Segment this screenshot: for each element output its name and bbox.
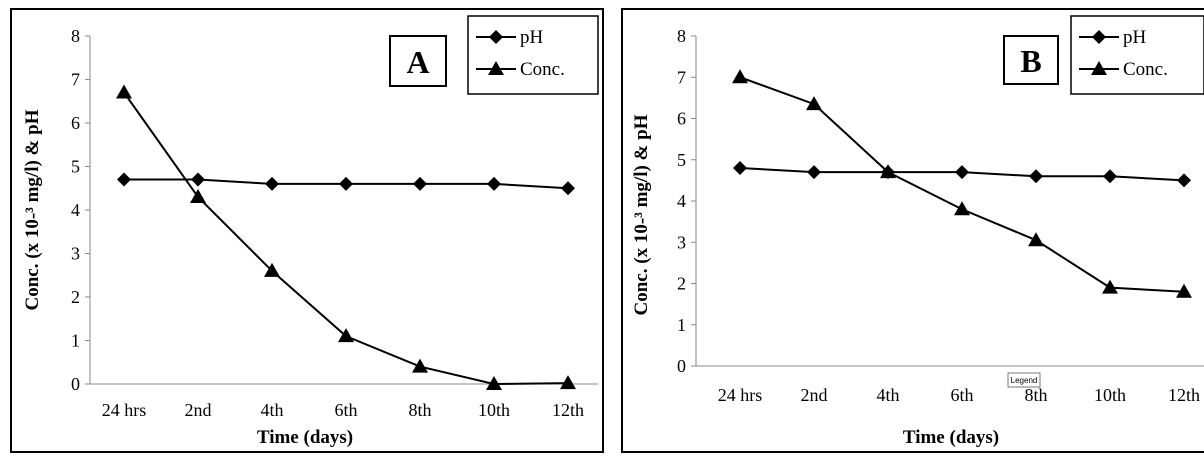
tooltip-box: [1007, 372, 1041, 388]
x-tick-label: 2nd: [185, 400, 212, 420]
data-point-conc: [412, 358, 428, 373]
legend-marker-triangle: [488, 61, 504, 75]
y-tick-label: 5: [677, 150, 686, 170]
x-tick-label: 10th: [478, 400, 510, 420]
y-tick-label: 8: [71, 26, 80, 46]
y-tick-label: 0: [677, 356, 686, 376]
x-tick-label: 12th: [1168, 385, 1200, 405]
data-point-ph: [117, 172, 131, 187]
chart-panel-a: 0 1 2 3 4 5 6 7 8 24 hrs 2nd 4th 6th 8th 10th 12th Time …: [10, 8, 604, 453]
legend-marker-diamond: [489, 30, 503, 44]
data-point-ph: [807, 165, 821, 180]
data-point-ph: [733, 161, 747, 175]
y-tick-label: 3: [71, 244, 80, 264]
chart-b-svg: 0 1 2 3 4 5 6 7 8 24 hrs 2nd 4th 6th 8th 10th 12th Time …: [631, 15, 1204, 448]
data-point-conc: [880, 164, 896, 179]
data-point-ph: [561, 181, 575, 196]
data-point-ph: [955, 165, 969, 180]
y-tick-label: 2: [677, 274, 686, 294]
data-point-ph: [413, 176, 427, 191]
y-tick-label: 6: [71, 113, 80, 133]
data-point-conc: [732, 69, 748, 84]
data-point-conc: [1028, 232, 1044, 247]
x-tick-label: 2nd: [801, 385, 828, 405]
legend-tooltip: Legend: [1007, 372, 1041, 388]
y-tick-label: 0: [71, 374, 80, 394]
data-point-conc: [1102, 279, 1118, 294]
legend-box: [1070, 15, 1204, 95]
y-tick-label: 6: [677, 109, 686, 129]
y-axis-label: Conc. (x 10-³ mg/l) & pH: [631, 114, 652, 315]
panel-letter-box: [1003, 35, 1059, 85]
x-axis-label: Time (days): [257, 427, 353, 448]
y-tick-label: 7: [71, 70, 80, 90]
x-tick-label: 4th: [260, 400, 283, 420]
data-point-conc: [338, 328, 354, 343]
panel-letter: B: [1020, 43, 1041, 79]
x-tick-label: 6th: [334, 400, 357, 420]
y-tick-label: 3: [677, 232, 686, 252]
data-point-ph: [1177, 173, 1191, 188]
chart-a-svg: 0 1 2 3 4 5 6 7 8 24 hrs 2nd 4th 6th 8th 10th 12th Time …: [22, 15, 599, 448]
data-point-ph: [339, 176, 353, 191]
data-point-ph: [487, 176, 501, 191]
y-tick-label: 4: [71, 200, 80, 220]
x-tick-label: 6th: [950, 385, 973, 405]
data-point-conc: [486, 376, 502, 390]
data-point-ph: [1029, 169, 1043, 184]
y-tick-label: 1: [677, 315, 686, 335]
legend-label: Conc.: [520, 59, 565, 80]
x-tick-label: 24 hrs: [718, 385, 763, 405]
legend-marker-triangle: [1091, 61, 1107, 75]
data-point-conc: [190, 188, 206, 203]
y-tick-label: 7: [677, 67, 686, 87]
data-point-ph: [1103, 169, 1117, 184]
data-point-conc: [264, 262, 280, 277]
x-tick-label: 12th: [552, 400, 584, 420]
legend-marker-diamond: [1092, 30, 1106, 44]
data-point-conc: [954, 201, 970, 216]
x-tick-label: 8th: [408, 400, 431, 420]
panel-letter-box: [389, 35, 447, 87]
legend-label: pH: [520, 27, 544, 48]
panel-letter: A: [406, 44, 429, 80]
x-tick-label: 4th: [876, 385, 899, 405]
legend-label: pH: [1123, 27, 1147, 48]
data-point-conc: [116, 84, 132, 99]
x-axis-label: Time (days): [903, 427, 999, 448]
y-tick-label: 5: [71, 157, 80, 177]
data-point-conc: [560, 375, 576, 390]
legend-box: [467, 15, 599, 95]
y-axis-label: Conc. (x 10-³ mg/l) & pH: [22, 109, 43, 310]
y-tick-label: 2: [71, 287, 80, 307]
x-tick-label: 10th: [1094, 385, 1126, 405]
y-tick-label: 1: [71, 331, 80, 351]
data-point-conc: [806, 96, 822, 111]
data-point-ph: [265, 176, 279, 191]
legend-label: Conc.: [1123, 59, 1168, 80]
x-tick-label: 24 hrs: [102, 400, 147, 420]
x-tick-label: 8th: [1024, 385, 1047, 405]
data-point-conc: [1176, 283, 1192, 298]
tooltip-text: Legend: [1011, 376, 1038, 385]
data-point-ph: [191, 172, 205, 187]
chart-panel-b: 0 1 2 3 4 5 6 7 8 24 hrs 2nd 4th 6th 8th 10th 12th Time …: [621, 8, 1204, 453]
y-tick-label: 8: [677, 26, 686, 46]
y-tick-label: 4: [677, 191, 686, 211]
